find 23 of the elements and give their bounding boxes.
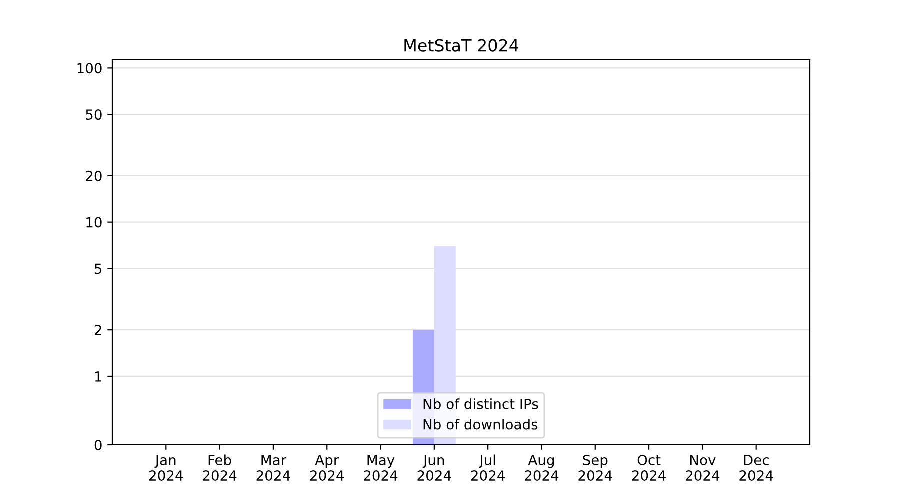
x-tick-label: Dec 2024	[740, 455, 774, 482]
legend-label: Nb of distinct IPs	[424, 398, 538, 410]
x-tick-label: Nov 2024	[686, 455, 720, 482]
x-tick-label: Jul 2024	[471, 454, 505, 482]
y-tick-label: 0	[94, 440, 102, 450]
x-tick-label: Sep 2024	[578, 454, 612, 482]
y-tick-label: 5	[95, 264, 102, 274]
x-tick-label: Feb 2024	[203, 454, 237, 482]
chart-title: MetStaT 2024	[404, 39, 519, 52]
y-tick-label: 50	[86, 110, 102, 120]
y-tick-label: 1	[95, 372, 102, 382]
y-tick-label: 10	[86, 217, 102, 228]
y-tick-label: 100	[78, 63, 102, 74]
x-tick-label: Aug 2024	[525, 455, 559, 482]
y-tick-label: 20	[86, 170, 102, 182]
x-tick-label: Mar 2024	[256, 455, 290, 482]
legend-label: Nb of downloads	[424, 419, 538, 430]
x-tick-label: Jan 2024	[150, 455, 184, 482]
x-tick-label: Jun 2024	[418, 455, 452, 482]
x-tick-label: Apr 2024	[310, 455, 344, 482]
y-tick-label: 2	[94, 325, 102, 336]
x-tick-label: Oct 2024	[632, 454, 666, 482]
x-tick-label: May 2024	[364, 455, 398, 482]
